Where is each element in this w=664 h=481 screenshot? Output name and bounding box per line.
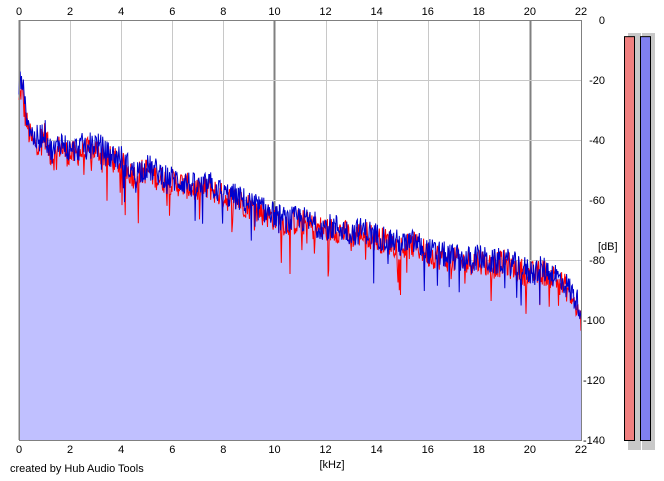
level-meters (624, 33, 655, 450)
x-tick-label: 18 (473, 6, 485, 18)
y-tick-labels: 0 -20 -40 -60 -80 -100 -120 -140 (583, 15, 605, 447)
right-channel-line (18, 71, 582, 320)
x-tick-label: 14 (371, 444, 383, 456)
y-tick-label: -140 (583, 435, 605, 447)
x-tick-label: 22 (575, 444, 587, 456)
x-tick-label: 6 (169, 444, 175, 456)
x-tick-label: 4 (118, 444, 124, 456)
right-level-meter (640, 36, 651, 442)
plot-border (19, 20, 582, 441)
x-tick-label: 14 (371, 6, 383, 18)
x-tick-label: 2 (67, 6, 73, 18)
x-tick-label: 6 (169, 6, 175, 18)
spectrum-fill-area (19, 71, 581, 440)
x-tick-label: 10 (268, 6, 280, 18)
y-tick-label: -80 (589, 255, 605, 267)
y-tick-label: -40 (589, 135, 605, 147)
y-tick-label: 0 (599, 15, 605, 27)
x-tick-label: 12 (319, 6, 331, 18)
y-axis-label: [dB] (598, 241, 618, 253)
x-tick-label: 20 (524, 444, 536, 456)
y-tick-label: -120 (583, 375, 605, 387)
x-tick-label: 0 (16, 6, 22, 18)
x-tick-label: 4 (118, 6, 124, 18)
y-tick-label: -60 (589, 195, 605, 207)
x-tick-labels-bottom: 0 2 4 6 8 10 12 14 16 18 20 22 (16, 444, 587, 456)
y-tick-label: -100 (583, 315, 605, 327)
x-tick-label: 10 (268, 444, 280, 456)
left-level-meter (624, 36, 635, 442)
x-tick-label: 16 (422, 444, 434, 456)
x-tick-label: 8 (220, 6, 226, 18)
x-tick-labels-top: 0 2 4 6 8 10 12 14 16 18 20 22 (16, 6, 587, 18)
x-tick-label: 18 (473, 444, 485, 456)
x-tick-label: 22 (575, 6, 587, 18)
x-tick-label: 8 (220, 444, 226, 456)
x-axis-label: [kHz] (319, 459, 344, 471)
x-tick-label: 20 (524, 6, 536, 18)
x-tick-label: 2 (67, 444, 73, 456)
x-tick-label: 0 (16, 444, 22, 456)
x-tick-label: 12 (319, 444, 331, 456)
credit-text: created by Hub Audio Tools (10, 463, 144, 475)
x-tick-label: 16 (422, 6, 434, 18)
y-tick-label: -20 (589, 75, 605, 87)
